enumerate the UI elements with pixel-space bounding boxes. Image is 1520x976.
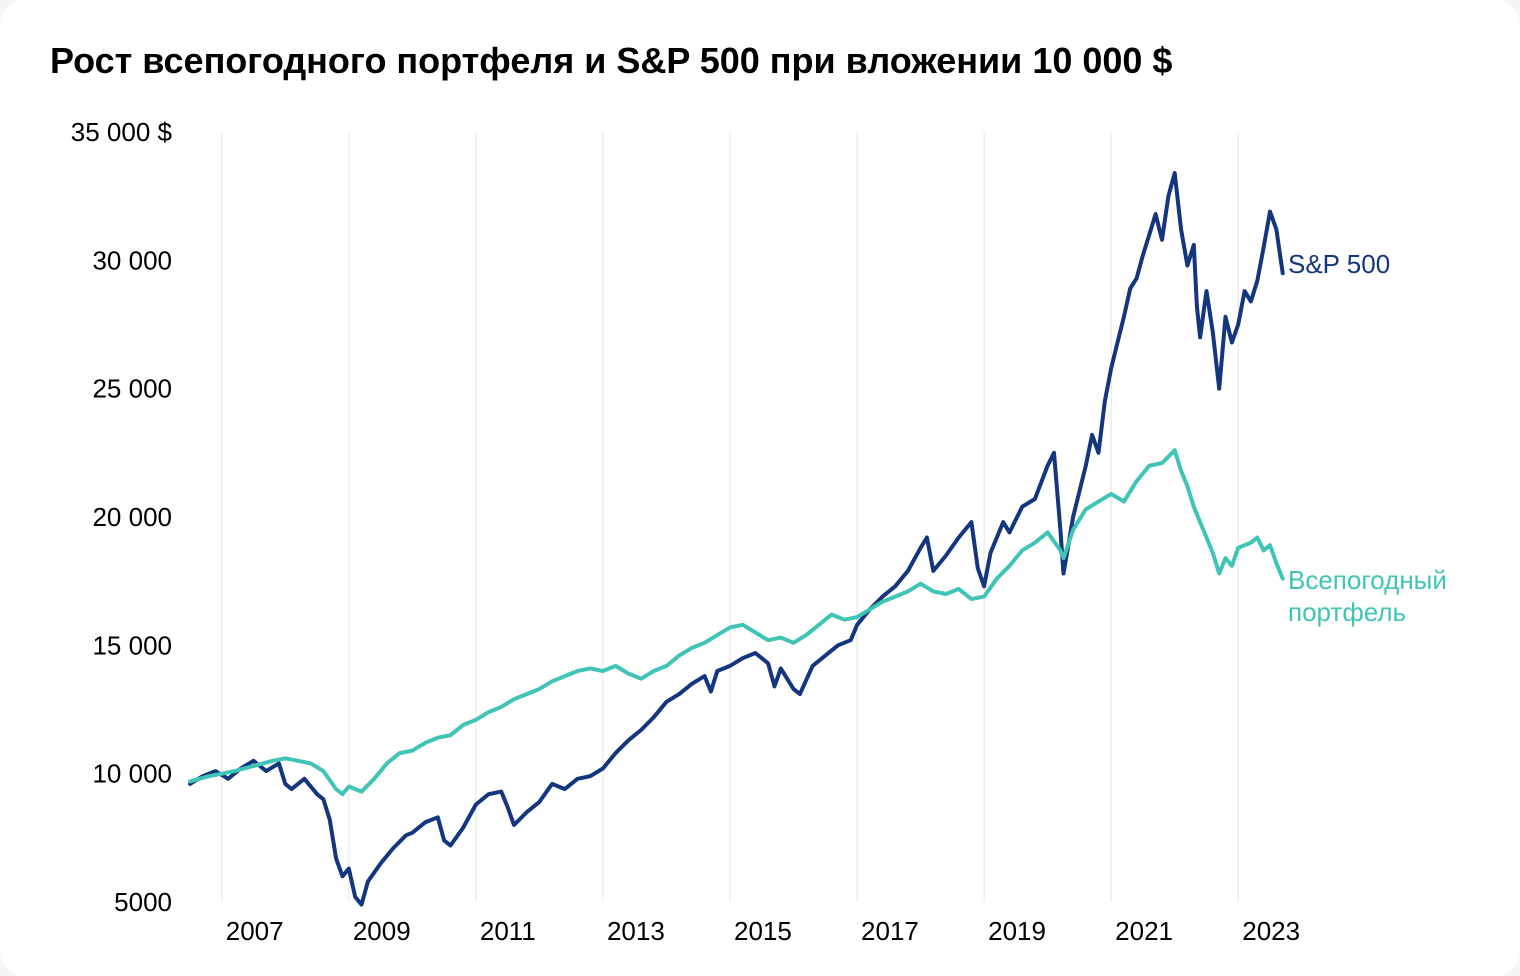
y-tick-label: 35 000 $ [71,117,173,147]
x-tick-label: 2015 [734,916,792,946]
y-tick-label: 20 000 [92,502,172,532]
series-line-allweather [190,450,1283,794]
series-label-allweather: Всепогодный [1288,565,1447,595]
series-label-allweather: портфель [1288,597,1406,627]
y-tick-label: 15 000 [92,630,172,660]
chart-card: Рост всепогодного портфеля и S&P 500 при… [0,0,1520,976]
x-tick-label: 2007 [226,916,284,946]
y-tick-label: 25 000 [92,374,172,404]
series-label-sp500: S&P 500 [1288,249,1390,279]
x-tick-label: 2021 [1115,916,1173,946]
x-tick-label: 2011 [480,916,536,946]
x-tick-label: 2019 [988,916,1046,946]
x-tick-label: 2017 [861,916,919,946]
y-tick-label: 10 000 [92,759,172,789]
y-tick-label: 30 000 [92,245,172,275]
x-tick-label: 2013 [607,916,665,946]
x-tick-label: 2023 [1242,916,1300,946]
x-tick-label: 2009 [353,916,411,946]
chart-title: Рост всепогодного портфеля и S&P 500 при… [50,40,1470,82]
chart-svg: 5000 10 000 15 000 20 000 25 000 30 000 35 000… [50,102,1470,962]
chart-plot-area: 5000 10 000 15 000 20 000 25 000 30 000 35 000… [50,102,1470,918]
y-tick-label: 5000 [114,887,172,917]
series-line-sp500 [190,173,1283,905]
